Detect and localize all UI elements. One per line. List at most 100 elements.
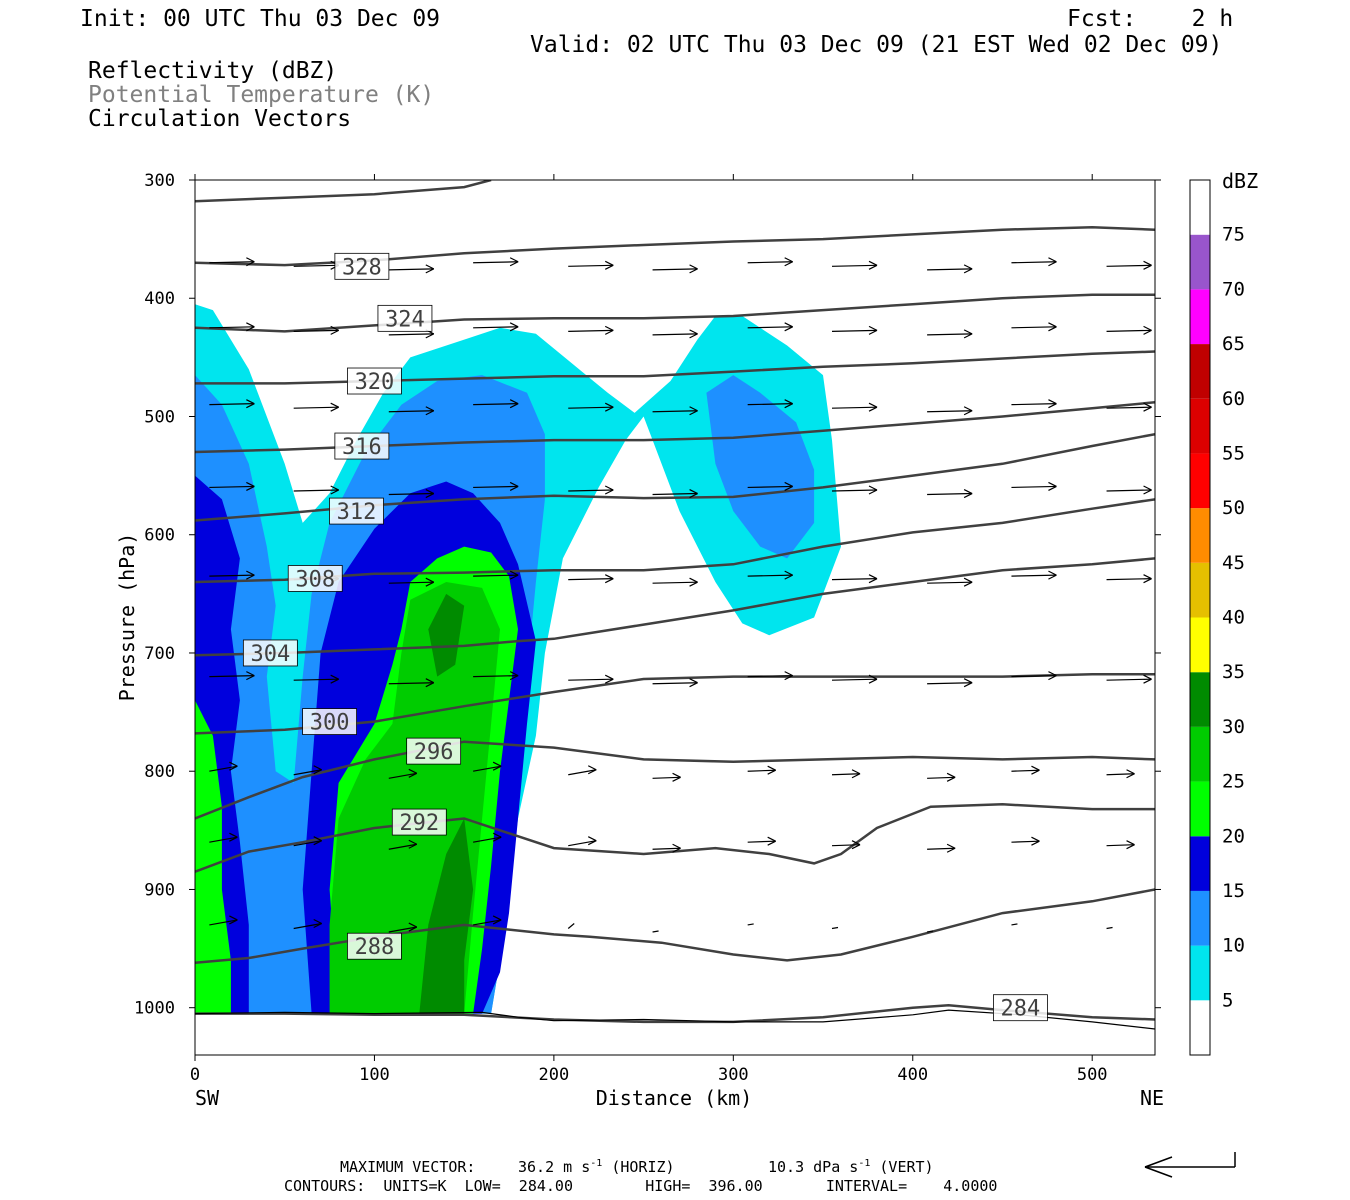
colorbar-swatch (1190, 508, 1210, 563)
circulation-vector (747, 481, 793, 491)
circulation-vector (747, 836, 776, 846)
colorbar-swatch (1190, 1000, 1210, 1055)
valid-time: Valid: 02 UTC Thu 03 Dec 09 (21 EST Wed … (530, 32, 1223, 58)
circulation-vector (1106, 674, 1152, 684)
colorbar-label: 75 (1222, 224, 1245, 246)
colorbar-unit: dBZ (1222, 169, 1258, 193)
circulation-vector (293, 836, 322, 847)
circulation-vector (747, 765, 776, 775)
circulation-vector (1011, 570, 1057, 580)
contour-label-box (242, 639, 298, 667)
colorbar-label: 65 (1222, 333, 1245, 355)
max-vector-vert: 10.3 dPa s-1 (VERT) (768, 1158, 934, 1176)
x-label-ne: NE (1140, 1086, 1164, 1110)
circulation-vector (388, 406, 435, 416)
circulation-vector (831, 674, 878, 684)
circulation-vector (1106, 260, 1152, 270)
field-reflectivity: Reflectivity (dBZ) (88, 58, 338, 84)
circulation-vector (473, 671, 519, 681)
circulation-vector (209, 399, 255, 409)
contour-label-308: 308 (295, 567, 335, 592)
field-theta: Potential Temperature (K) (88, 82, 435, 108)
colorbar-label: 5 (1222, 989, 1233, 1011)
colorbar-swatch (1190, 836, 1210, 891)
circulation-vector (1106, 574, 1152, 584)
circulation-vector (473, 322, 519, 332)
colorbar-label: 10 (1222, 935, 1245, 957)
circulation-vector (568, 260, 614, 270)
circulation-vector (388, 839, 418, 850)
colorbar-label: 50 (1222, 497, 1245, 519)
circulation-vector (388, 577, 435, 587)
y-tick-label: 600 (144, 526, 175, 546)
colorbar-swatch (1190, 617, 1210, 673)
y-tick-label: 800 (144, 762, 175, 782)
colorbar-swatch (1190, 562, 1210, 618)
circulation-vector (568, 674, 614, 684)
circulation-vector (747, 923, 754, 926)
max-vector-horiz: 36.2 m s-1 (HORIZ) (518, 1158, 675, 1176)
contour-label-box (334, 252, 390, 280)
circulation-vector (831, 574, 878, 584)
x-tick-label: 400 (897, 1065, 928, 1085)
circulation-vector (473, 570, 519, 580)
circulation-vector (1011, 923, 1018, 926)
y-tick-label: 1000 (134, 999, 175, 1019)
colorbar-swatch (1190, 289, 1210, 345)
circulation-vector (568, 765, 597, 776)
colorbar-label: 40 (1222, 607, 1245, 629)
circulation-vector (652, 930, 659, 933)
theta-contour-top (195, 180, 492, 203)
circulation-vector (652, 772, 681, 782)
circulation-vector (652, 577, 698, 587)
circulation-vector (831, 485, 878, 495)
contour-label-box (302, 708, 357, 735)
colorbar-label: 55 (1222, 442, 1245, 464)
circulation-vector (927, 843, 956, 853)
circulation-vector (209, 570, 255, 580)
circulation-vector (293, 402, 339, 412)
field-vectors: Circulation Vectors (88, 106, 352, 132)
contour-label-328: 328 (342, 255, 382, 280)
circulation-vector (1106, 769, 1135, 779)
colorbar-swatch (1190, 781, 1210, 837)
circulation-vector (1106, 325, 1152, 335)
colorbar-label: 60 (1222, 388, 1245, 410)
circulation-vector (293, 674, 339, 684)
circulation-vector (568, 402, 614, 412)
circulation-vector (927, 678, 973, 688)
circulation-vector (1106, 402, 1152, 412)
contour-label-320: 320 (355, 370, 395, 395)
circulation-vector (1011, 765, 1040, 775)
init-time: Init: 00 UTC Thu 03 Dec 09 (80, 6, 441, 32)
colorbar-label: 15 (1222, 880, 1245, 902)
colorbar-swatch (1190, 180, 1210, 235)
contour-label-box (329, 497, 384, 525)
circulation-vector (209, 671, 255, 681)
circulation-vector (927, 329, 973, 339)
circulation-vector (388, 922, 418, 933)
circulation-vector (209, 915, 238, 926)
contour-label-312: 312 (337, 500, 377, 525)
circulation-vector (927, 577, 973, 587)
circulation-vector (473, 915, 502, 926)
colorbar-swatch (1190, 945, 1210, 1001)
circulation-vector (831, 926, 839, 930)
circulation-vector (568, 485, 614, 495)
circulation-vector (293, 485, 339, 495)
circulation-vector (293, 765, 322, 776)
circulation-vector (747, 257, 793, 267)
circulation-vector (473, 761, 502, 772)
contour-label-box (287, 565, 343, 592)
circulation-vector (388, 678, 435, 688)
contour-label-box (406, 737, 462, 765)
circulation-vector (1011, 836, 1040, 846)
circulation-vector (209, 257, 255, 267)
circulation-vector (1011, 399, 1057, 409)
x-tick-label: 0 (190, 1065, 200, 1085)
y-tick-label: 400 (144, 289, 175, 309)
circulation-vector (927, 488, 973, 499)
circulation-vector (568, 836, 597, 847)
colorbar-label: 35 (1222, 661, 1245, 683)
circulation-vector (927, 264, 973, 274)
